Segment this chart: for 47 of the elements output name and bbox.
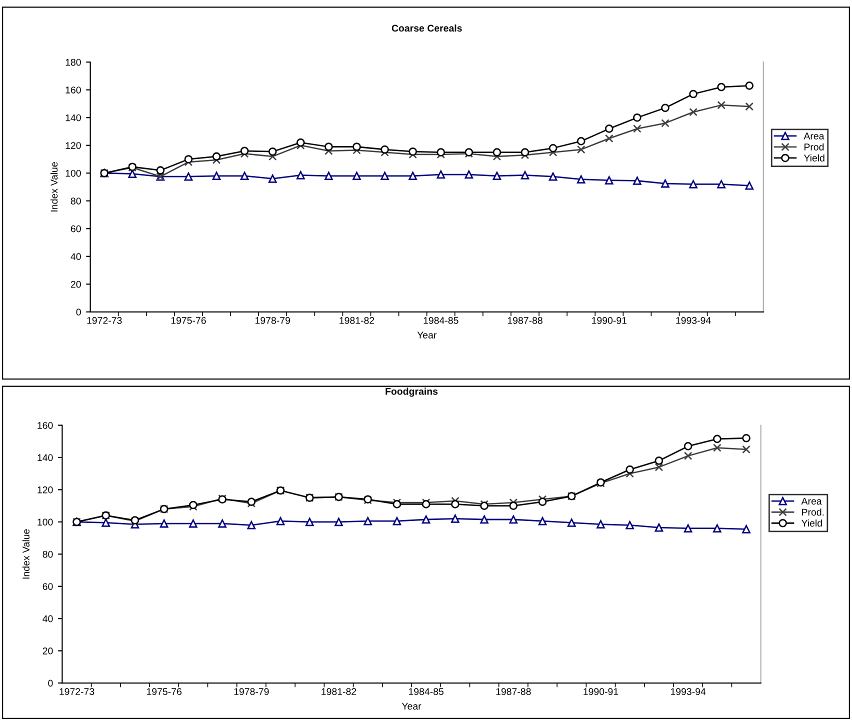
y-tick-label: 100: [38, 518, 53, 526]
x-tick-label: 1987-88: [496, 688, 531, 696]
y-tick-label: 120: [66, 142, 81, 149]
y-tick-label: 40: [70, 253, 81, 260]
x-tick-label: 1987-88: [508, 317, 542, 324]
legend-label: Prod: [804, 143, 824, 150]
legend-label: Yield: [801, 519, 822, 527]
x-tick-label: 1972-73: [60, 688, 94, 696]
y-tick-label: 0: [48, 680, 53, 687]
legend-label: Yield: [804, 154, 824, 162]
y-tick-label: 80: [70, 198, 81, 204]
x-tick-label: 1984-85: [408, 688, 444, 696]
y-tick-label: 80: [42, 550, 53, 558]
y-axis-title: Index Value: [22, 529, 30, 579]
y-axis-title: Index Value: [50, 162, 58, 212]
y-tick-label: 100: [66, 170, 81, 177]
x-tick-label: 1981-82: [322, 688, 356, 696]
x-tick-label: 1981-82: [340, 317, 374, 324]
legend-label: Prod.: [802, 508, 824, 516]
x-tick-label: 1993-94: [670, 688, 706, 696]
x-tick-label: 1978-79: [256, 317, 290, 324]
x-tick-label: 1972-73: [87, 317, 122, 324]
y-tick-label: 160: [66, 86, 81, 94]
chart-title: Coarse Cereals: [392, 24, 462, 32]
x-tick-label: 1978-79: [234, 688, 269, 696]
x-tick-label: 1990-91: [592, 317, 627, 324]
y-tick-label: 140: [38, 454, 53, 462]
x-tick-label: 1975-76: [171, 317, 206, 324]
x-tick-label: 1975-76: [146, 688, 182, 696]
x-axis-title: Year: [402, 702, 422, 710]
y-tick-label: 60: [42, 583, 53, 590]
legend-label: Area: [804, 132, 824, 140]
x-tick-label: 1990-91: [584, 688, 618, 696]
y-tick-label: 60: [70, 225, 81, 232]
chart-title: Foodgrains: [386, 388, 438, 397]
y-tick-label: 180: [66, 58, 81, 66]
legend-label: Area: [801, 498, 822, 505]
x-tick-label: 1984-85: [424, 317, 458, 324]
y-tick-label: 0: [76, 308, 81, 316]
y-tick-label: 160: [38, 422, 53, 429]
y-tick-label: 140: [66, 114, 81, 122]
y-tick-label: 20: [70, 280, 81, 288]
y-tick-label: 120: [38, 486, 53, 494]
x-tick-label: 1993-94: [676, 317, 711, 324]
x-axis-title: Year: [417, 332, 437, 339]
y-tick-label: 40: [42, 615, 53, 622]
y-tick-label: 20: [42, 648, 53, 654]
